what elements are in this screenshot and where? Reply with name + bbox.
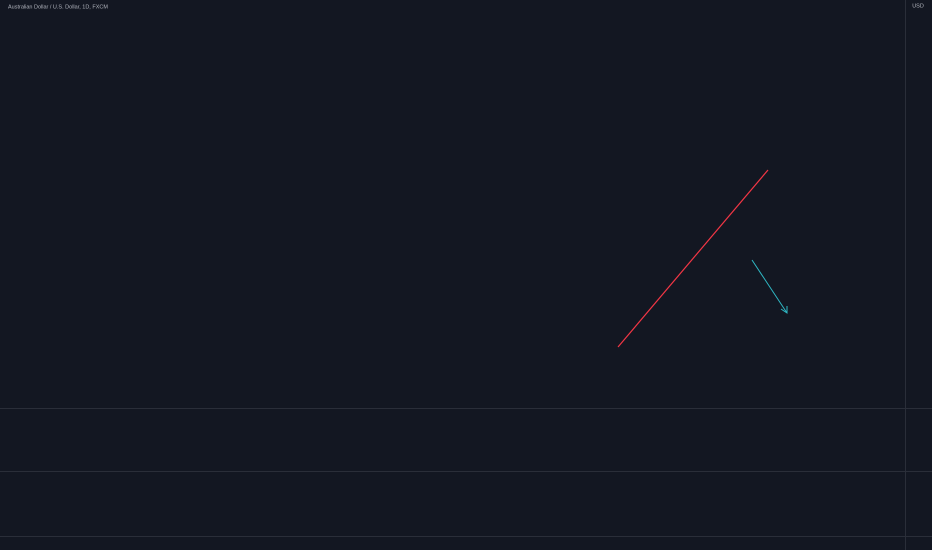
trend-line (617, 169, 769, 348)
arrow (751, 259, 788, 314)
chart-title: Australian Dollar / U.S. Dollar, 1D, FXC… (8, 4, 108, 10)
arrow-head (780, 306, 788, 314)
currency: USD (912, 3, 924, 9)
